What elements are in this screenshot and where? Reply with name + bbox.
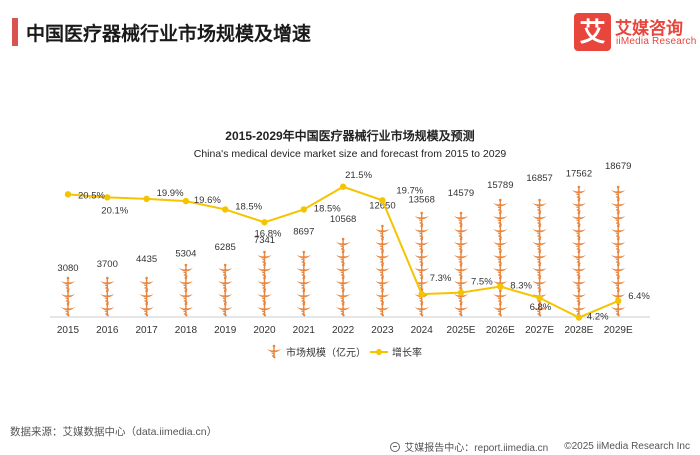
footer-credits: 艾媒报告中心：report.iimedia.cn ©2025 iiMedia R… (390, 439, 690, 454)
x-tick-label: 2028E (564, 325, 593, 336)
growth-rate-label: 6.4% (628, 291, 650, 302)
growth-point-2026E (497, 283, 504, 290)
x-tick-label: 2025E (447, 325, 476, 336)
report-center-link[interactable]: 艾媒报告中心：report.iimedia.cn (404, 443, 549, 454)
legend-item-growth-rate: 增长率 (370, 346, 422, 359)
chart-subtitle: China's medical device market size and f… (193, 148, 507, 160)
report-center-icon (390, 441, 401, 452)
growth-rate-label: 7.5% (471, 277, 493, 288)
x-tick-label: 2018 (175, 325, 198, 336)
growth-point-2024 (418, 290, 425, 298)
bar-value-label: 3080 (57, 263, 78, 274)
copyright: ©2025 iiMedia Research Inc (564, 441, 690, 452)
x-tick-label: 2022 (332, 325, 355, 336)
x-tick-label: 2023 (371, 325, 394, 336)
growth-rate-label: 4.2% (587, 312, 609, 323)
growth-point-2025E (457, 289, 465, 296)
bar-2016 (100, 276, 115, 317)
bar-value-label: 12650 (369, 200, 395, 211)
page-title: 中国医疗器械行业市场规模及增速 (26, 24, 312, 45)
growth-rate-label: 8.3% (510, 281, 532, 292)
growth-point-2020 (261, 219, 268, 226)
growth-point-2016 (104, 194, 111, 201)
bar-value-label: 14579 (448, 188, 474, 199)
bar-2020 (257, 250, 272, 317)
bar-2022 (336, 237, 351, 317)
x-tick-label: 2026E (486, 325, 515, 336)
growth-rate-label: 21.5% (345, 170, 372, 181)
growth-point-2015 (64, 191, 72, 198)
bar-2018 (178, 263, 193, 317)
growth-rate-label: 19.9% (157, 188, 184, 199)
bar-value-label: 17562 (566, 168, 592, 179)
x-tick-label: 2024 (411, 325, 434, 336)
x-tick-label: 2016 (96, 325, 119, 336)
legend-item-market-size: 市场规模（亿元） (267, 344, 366, 359)
bar-2015 (61, 276, 75, 317)
growth-rate-label: 18.5% (235, 201, 262, 212)
growth-point-2028E (575, 314, 583, 321)
growth-point-2017 (143, 195, 150, 203)
data-source: 数据来源：艾媒数据中心（data.iimedia.cn） (10, 426, 218, 438)
bar-2024 (414, 211, 429, 317)
x-tick-label: 2015 (57, 325, 80, 336)
growth-rate-label: 18.5% (314, 203, 341, 214)
bar-value-label: 13568 (408, 194, 434, 205)
growth-point-2027E (536, 294, 543, 302)
bar-value-label: 5304 (175, 248, 196, 259)
bar-2021 (296, 250, 311, 317)
bar-value-label: 15789 (487, 180, 513, 191)
bar-2017 (139, 276, 154, 317)
bar-value-label: 16857 (526, 173, 552, 184)
logo-name-cn: 艾媒咨询 (615, 19, 683, 38)
logo-mark: 艾 (574, 13, 611, 51)
x-tick-label: 2017 (135, 325, 158, 336)
x-tick-label: 2020 (253, 325, 276, 336)
x-tick-label: 2021 (293, 325, 316, 336)
growth-rate-label: 19.7% (396, 185, 423, 196)
growth-rate-label: 16.8% (255, 228, 282, 239)
bar-value-label: 10568 (330, 214, 356, 225)
bar-value-label: 4435 (136, 254, 157, 265)
growth-point-2019 (222, 206, 229, 213)
growth-rate-label: 20.5% (78, 190, 105, 201)
chart-title: 2015-2029年中国医疗器械行业市场规模及预测 (225, 129, 475, 143)
bar-2019 (218, 263, 233, 317)
growth-rate-label: 7.3% (430, 273, 452, 284)
growth-rate-label: 19.6% (194, 195, 221, 206)
chart-legend: 市场规模（亿元） 增长率 (267, 344, 422, 359)
bar-value-label: 8697 (293, 226, 314, 237)
logo-name-en: iiMedia Research (616, 36, 697, 47)
growth-point-2023 (379, 197, 386, 204)
bar-value-label: 18679 (605, 161, 631, 172)
growth-point-2018 (182, 197, 190, 205)
bar-2028E (571, 185, 586, 317)
growth-point-2022 (339, 183, 347, 190)
x-tick-label: 2027E (525, 325, 554, 336)
bar-2029E (611, 185, 626, 317)
growth-rate-label: 6.8% (530, 302, 552, 313)
growth-point-2029E (615, 297, 622, 305)
legend-label: 增长率 (392, 346, 422, 359)
x-tick-label: 2019 (214, 325, 237, 336)
bar-2023 (375, 224, 390, 317)
title-accent-bar (12, 18, 18, 46)
growth-point-2021 (300, 206, 307, 213)
brand-logo[interactable]: 艾 艾媒咨询 iiMedia Research (574, 13, 697, 53)
bar-2025E (454, 211, 468, 317)
bar-2026E (493, 198, 508, 317)
legend-label: 市场规模（亿元） (286, 346, 366, 359)
x-tick-label: 2029E (604, 325, 633, 336)
bar-value-label: 7341 (254, 235, 275, 246)
bar-value-label: 6285 (215, 242, 236, 253)
bar-value-label: 3700 (97, 259, 118, 270)
growth-rate-label: 20.1% (101, 205, 128, 216)
